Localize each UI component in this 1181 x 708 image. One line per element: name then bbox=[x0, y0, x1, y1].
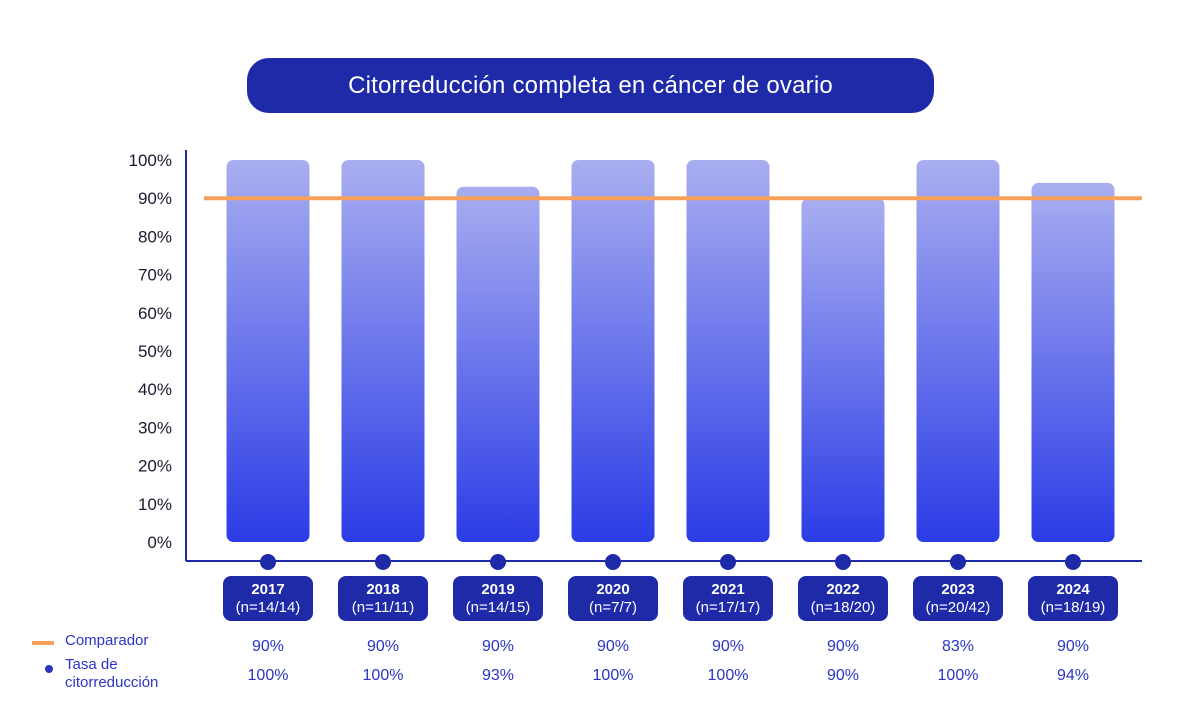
comparator-value-label: 90% bbox=[827, 638, 859, 655]
category-sample-label: (n=18/19) bbox=[1041, 599, 1106, 616]
rate-dot-2017 bbox=[260, 554, 276, 570]
category-year-label: 2023 bbox=[941, 581, 974, 598]
category-pill-2017 bbox=[223, 576, 313, 621]
category-year-label: 2021 bbox=[711, 581, 744, 598]
rate-dot-2021 bbox=[720, 554, 736, 570]
rate-value-label: 94% bbox=[1057, 667, 1089, 684]
comparator-legend-swatch bbox=[32, 641, 54, 645]
legend-rate-line1: Tasa de bbox=[65, 656, 118, 673]
bar-2019 bbox=[456, 186, 540, 543]
category-sample-label: (n=17/17) bbox=[696, 599, 761, 616]
y-tick-label: 30% bbox=[138, 418, 172, 437]
category-year-label: 2018 bbox=[366, 581, 399, 598]
bar-2024 bbox=[1031, 182, 1115, 543]
category-pill-2022 bbox=[798, 576, 888, 621]
rate-dot-2024 bbox=[1065, 554, 1081, 570]
comparator-value-label: 90% bbox=[597, 638, 629, 655]
rate-dot-2023 bbox=[950, 554, 966, 570]
rate-dot-2018 bbox=[375, 554, 391, 570]
bar-2023 bbox=[916, 160, 1000, 542]
category-sample-label: (n=14/15) bbox=[466, 599, 531, 616]
rate-dot-2022 bbox=[835, 554, 851, 570]
rate-value-label: 100% bbox=[363, 667, 404, 684]
rate-value-label: 100% bbox=[593, 667, 634, 684]
y-tick-label: 40% bbox=[138, 380, 172, 399]
legend-rate-label: Tasa de citorreducción bbox=[65, 656, 158, 692]
y-tick-label: 0% bbox=[147, 533, 172, 552]
y-tick-label: 10% bbox=[138, 495, 172, 514]
rate-dot-2019 bbox=[490, 554, 506, 570]
legend-rate-line2: citorreducción bbox=[65, 674, 159, 691]
rate-legend-dot bbox=[45, 665, 53, 673]
bar-2017 bbox=[226, 160, 310, 542]
y-tick-label: 90% bbox=[138, 189, 172, 208]
rate-value-label: 100% bbox=[708, 667, 749, 684]
category-year-label: 2024 bbox=[1056, 581, 1090, 598]
category-sample-label: (n=14/14) bbox=[236, 599, 301, 616]
category-sample-label: (n=7/7) bbox=[589, 599, 637, 616]
category-year-label: 2020 bbox=[596, 581, 629, 598]
comparator-value-label: 90% bbox=[712, 638, 744, 655]
comparator-value-label: 90% bbox=[1057, 638, 1089, 655]
y-tick-label: 70% bbox=[138, 266, 172, 285]
rate-dot-2020 bbox=[605, 554, 621, 570]
rate-value-label: 100% bbox=[248, 667, 289, 684]
category-year-label: 2017 bbox=[251, 581, 284, 598]
legend-comparator-label: Comparador bbox=[65, 632, 149, 649]
category-pill-2020 bbox=[568, 576, 658, 621]
comparator-value-label: 90% bbox=[252, 638, 284, 655]
y-tick-label: 60% bbox=[138, 304, 172, 323]
y-tick-label: 20% bbox=[138, 457, 172, 476]
bar-2018 bbox=[341, 160, 425, 542]
category-pill-2021 bbox=[683, 576, 773, 621]
bar-2021 bbox=[686, 160, 770, 542]
chart-title: Citorreducción completa en cáncer de ova… bbox=[247, 58, 934, 113]
y-tick-label: 100% bbox=[129, 151, 172, 170]
rate-value-label: 100% bbox=[938, 667, 979, 684]
y-tick-label: 80% bbox=[138, 227, 172, 246]
category-year-label: 2019 bbox=[481, 581, 514, 598]
category-year-label: 2022 bbox=[826, 581, 859, 598]
category-pill-2019 bbox=[453, 576, 543, 621]
comparator-value-label: 90% bbox=[482, 638, 514, 655]
rate-value-label: 93% bbox=[482, 667, 514, 684]
rate-value-label: 90% bbox=[827, 667, 859, 684]
bar-2020 bbox=[571, 160, 655, 542]
category-pill-2024 bbox=[1028, 576, 1118, 621]
bar-2022 bbox=[801, 198, 885, 542]
category-sample-label: (n=20/42) bbox=[926, 599, 991, 616]
comparator-value-label: 90% bbox=[367, 638, 399, 655]
y-tick-label: 50% bbox=[138, 342, 172, 361]
category-sample-label: (n=18/20) bbox=[811, 599, 876, 616]
category-sample-label: (n=11/11) bbox=[352, 599, 414, 616]
category-pill-2018 bbox=[338, 576, 428, 621]
category-pill-2023 bbox=[913, 576, 1003, 621]
comparator-value-label: 83% bbox=[942, 638, 974, 655]
